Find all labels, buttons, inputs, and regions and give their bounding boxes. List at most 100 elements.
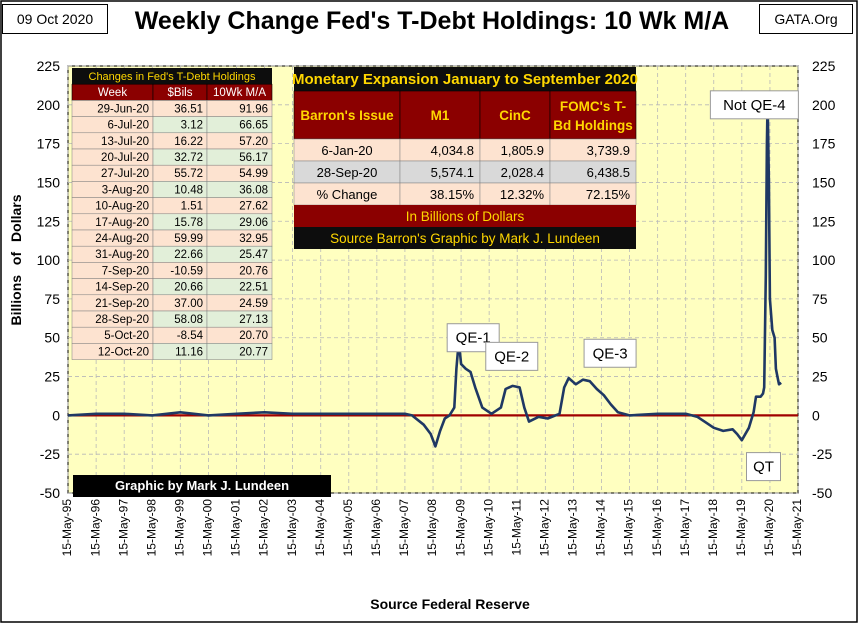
right-table-cell-text: 12.32%: [500, 187, 545, 202]
x-tick-label: 15-May-21: [790, 499, 804, 557]
left-table-cell: [206, 294, 273, 312]
right-table-cell-text: 72.15%: [586, 187, 631, 202]
y-tick-label-left: 175: [37, 136, 61, 152]
left-table-cell: [71, 100, 154, 117]
x-axis-title: Source Federal Reserve: [370, 596, 530, 612]
y-tick-label-left: 50: [44, 330, 60, 346]
left-table-cell-text: 13-Jul-20: [101, 136, 149, 148]
left-table-cell-text: 3.12: [181, 120, 203, 132]
right-table-cell: [479, 138, 551, 162]
left-table-cell-text: 10-Aug-20: [95, 201, 149, 213]
x-tick-label: 15-May-15: [622, 499, 636, 557]
annotation-label: QE-3: [593, 345, 628, 362]
y-tick-label-left: 225: [37, 58, 61, 74]
left-table-cell: [71, 181, 154, 198]
left-table-cell: [71, 213, 154, 231]
left-table-cell: [206, 100, 273, 117]
left-table-cell-text: 16.22: [174, 136, 203, 148]
x-tick-label: 15-May-10: [481, 499, 495, 557]
left-table-cell: [152, 278, 208, 296]
right-table-cell: [479, 160, 551, 184]
left-table-cell: [71, 197, 154, 215]
right-table-footer2: Source Barron's Graphic by Mark J. Lunde…: [330, 231, 600, 246]
y-tick-label-left: 200: [37, 97, 61, 113]
right-table-cell: [549, 160, 637, 184]
y-tick-label-right: 150: [812, 174, 836, 190]
y-tick-label-right: 125: [812, 213, 836, 229]
x-tick-label: 15-May-14: [594, 499, 608, 557]
left-table-cell-text: 37.00: [174, 298, 203, 310]
right-table-cell-text: 2,028.4: [501, 165, 544, 180]
right-table-footer2-bg: [294, 227, 636, 249]
x-tick-label: 15-May-20: [762, 499, 776, 557]
x-tick-label: 15-May-17: [678, 499, 692, 557]
left-table-header-cell: [206, 83, 273, 101]
left-table-cell: [71, 278, 154, 296]
left-table-cell: [71, 116, 154, 134]
left-table-cell: [206, 181, 273, 198]
right-table-header-cell: [479, 90, 551, 140]
left-table-cell: [152, 294, 208, 312]
left-table-cell-text: 29.06: [239, 217, 268, 229]
left-table-cell: [206, 326, 273, 344]
left-table-cell-text: 25.47: [239, 249, 268, 261]
annotation-box: [709, 90, 799, 120]
left-table-cell: [206, 213, 273, 231]
left-table-cell-text: 56.17: [239, 152, 268, 164]
y-tick-label-right: 25: [812, 369, 828, 385]
left-table-cell: [152, 326, 208, 344]
x-tick-label: 15-May-96: [88, 499, 102, 557]
right-table-cell: [293, 160, 401, 184]
right-table-cell-text: % Change: [317, 187, 378, 202]
right-table-footer1-bg: [294, 205, 636, 227]
left-table-cell: [206, 164, 273, 182]
left-table-cell: [152, 262, 208, 279]
left-table-cell-text: 27.13: [239, 314, 268, 326]
left-table-cell-text: 10.48: [174, 184, 203, 196]
left-table-cell: [152, 310, 208, 328]
left-table-cell-text: 31-Aug-20: [95, 249, 149, 261]
y-tick-label-right: -25: [812, 446, 832, 462]
y-tick-label-right: 0: [812, 407, 820, 423]
y-tick-label-left: -50: [40, 485, 60, 501]
right-table-cell-text: 38.15%: [430, 187, 475, 202]
x-tick-label: 15-May-99: [172, 499, 186, 557]
y-axis-label: Billions of Dollars: [8, 194, 24, 326]
left-table-cell-text: 7-Sep-20: [102, 265, 149, 277]
left-table-cell: [206, 278, 273, 296]
left-table-cell-text: 11.16: [175, 346, 203, 358]
left-table-cell-text: 5-Oct-20: [104, 330, 149, 342]
right-table-cell-text: 28-Sep-20: [317, 165, 378, 180]
y-tick-label-right: 175: [812, 136, 836, 152]
series-line: [67, 100, 782, 448]
annotation-label: Not QE-4: [723, 97, 786, 114]
x-tick-label: 15-May-09: [453, 499, 467, 557]
left-table-cell-text: 32.95: [239, 233, 268, 245]
left-table-cell-text: 14-Sep-20: [95, 282, 149, 294]
x-tick-label: 15-May-12: [538, 499, 552, 557]
x-tick-label: 15-May-13: [566, 499, 580, 557]
left-table-cell-text: 32.72: [174, 152, 203, 164]
plot-area: [67, 65, 799, 494]
left-table-cell-text: 6-Jul-20: [107, 120, 149, 132]
left-table-cell: [206, 116, 273, 134]
y-tick-label-left: 75: [44, 291, 60, 307]
left-table-cell-text: 20-Jul-20: [101, 152, 149, 164]
left-table-cell-text: 22.66: [174, 249, 203, 261]
x-tick-label: 15-May-01: [229, 499, 243, 557]
left-table-cell: [152, 181, 208, 198]
right-table-header: Barron's Issue: [300, 108, 394, 123]
y-tick-label-right: 75: [812, 291, 828, 307]
left-table-cell-text: 27-Jul-20: [101, 168, 149, 180]
left-table-cell: [71, 262, 154, 279]
left-table-cell-text: 91.96: [239, 103, 268, 115]
x-tick-label: 15-May-97: [116, 499, 130, 557]
left-table-header-cell: [71, 83, 154, 101]
annotation-label: QE-1: [456, 330, 491, 347]
left-table-cell: [71, 310, 154, 328]
left-table-header: $Bils: [168, 87, 193, 99]
y-tick-label-right: 50: [812, 330, 828, 346]
left-table-cell: [152, 343, 208, 360]
right-table-cell: [399, 160, 481, 184]
